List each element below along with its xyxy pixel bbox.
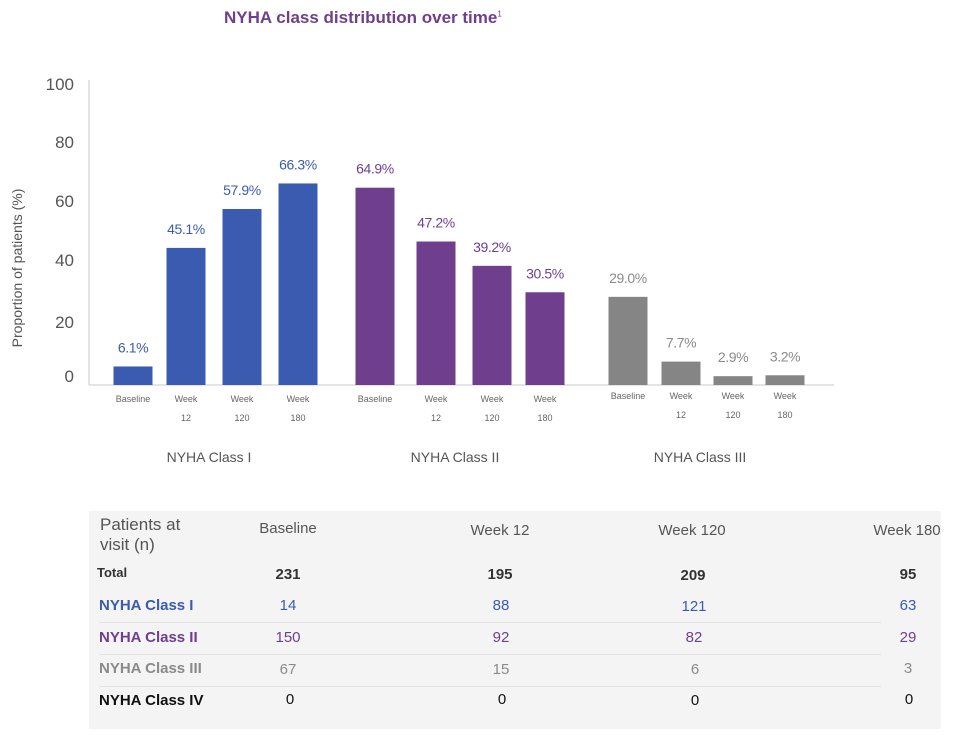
table-col-week12: Week 12: [470, 522, 530, 539]
table-cell: 121: [681, 598, 707, 615]
table-cell: 6: [690, 661, 700, 678]
table-cell: 209: [680, 567, 706, 584]
y-tick-label: 80: [55, 133, 74, 152]
table-cell: 95: [899, 566, 917, 583]
x-tick-label-sub: 12: [181, 413, 191, 423]
table-col-week180: Week 180: [873, 522, 941, 539]
table-cell: 15: [492, 661, 510, 678]
x-tick-label: Week: [287, 394, 310, 404]
table-cell: 67: [279, 661, 297, 678]
row-label-total: Total: [97, 565, 128, 580]
y-tick-label: 40: [55, 251, 74, 270]
table-cell: 0: [285, 691, 295, 708]
group-label: NYHA Class III: [654, 449, 747, 465]
x-tick-label-sub: 12: [431, 413, 441, 423]
row-label-class-iii: NYHA Class III: [99, 660, 202, 677]
bar-value-label: 45.1%: [167, 221, 205, 237]
bar: [525, 292, 565, 385]
patients-table: Patients at visit (n) Baseline Week 12 W…: [89, 511, 941, 729]
x-tick-label-sub: 120: [234, 413, 249, 423]
table-cell: 29: [899, 629, 917, 646]
bar-value-label: 66.3%: [279, 156, 317, 172]
x-tick-label-sub: 180: [537, 413, 552, 423]
x-tick-label: Week: [774, 391, 797, 401]
chart-title: NYHA class distribution over time1: [224, 8, 502, 28]
bar-value-label: 57.9%: [223, 182, 261, 198]
row-label-class-iv: NYHA Class IV: [99, 692, 204, 709]
x-tick-label: Week: [722, 391, 745, 401]
bar: [661, 361, 701, 385]
table-cell: 88: [492, 597, 510, 614]
row-divider: [99, 686, 881, 687]
x-tick-label: Week: [175, 394, 198, 404]
x-tick-label-sub: 180: [777, 410, 792, 420]
table-cell: 231: [275, 566, 301, 583]
bar-value-label: 29.0%: [609, 270, 647, 286]
bar: [355, 187, 395, 385]
bar: [472, 265, 512, 385]
row-label-class-ii: NYHA Class II: [99, 629, 198, 646]
chart-title-text: NYHA class distribution over time: [224, 8, 498, 27]
x-tick-label: Baseline: [358, 394, 393, 404]
bar-value-label: 7.7%: [666, 335, 696, 351]
bar-value-label: 2.9%: [718, 349, 748, 365]
x-tick-label: Baseline: [611, 391, 646, 401]
bar: [166, 247, 206, 385]
bar: [416, 241, 456, 385]
row-divider: [99, 654, 881, 655]
bar: [713, 376, 753, 385]
x-tick-label-sub: 12: [676, 410, 686, 420]
table-cell: 92: [492, 629, 510, 646]
bar-value-label: 30.5%: [526, 265, 564, 281]
bar: [765, 375, 805, 385]
bar: [608, 296, 648, 385]
table-cell: 195: [487, 566, 513, 583]
table-cell: 0: [904, 691, 914, 708]
table-header-label: Patients at visit (n): [100, 515, 181, 554]
row-divider: [99, 622, 881, 623]
group-label: NYHA Class I: [167, 449, 252, 465]
bar-value-label: 39.2%: [473, 239, 511, 255]
table-cell: 150: [275, 629, 301, 646]
x-tick-label: Week: [534, 394, 557, 404]
bar-value-label: 6.1%: [118, 339, 148, 355]
row-label-class-i: NYHA Class I: [99, 597, 194, 614]
x-tick-label: Week: [481, 394, 504, 404]
x-tick-label: Week: [425, 394, 448, 404]
table-cell: 0: [497, 691, 507, 708]
group-label: NYHA Class II: [411, 449, 500, 465]
table-col-week120: Week 120: [658, 522, 726, 539]
bar: [278, 183, 318, 385]
x-tick-label: Week: [670, 391, 693, 401]
bar-value-label: 64.9%: [356, 161, 394, 177]
bar-chart: 0 20 40 60 80 100 Proportion of patients (%) 6.…: [9, 75, 834, 465]
y-tick-label: 0: [65, 367, 74, 386]
bar: [113, 366, 153, 385]
y-tick-label: 60: [55, 192, 74, 211]
y-tick-label: 100: [46, 75, 74, 94]
table-col-baseline: Baseline: [259, 520, 317, 537]
table-cell: 82: [685, 629, 703, 646]
y-axis-label: Proportion of patients (%): [9, 189, 25, 348]
x-tick-label-sub: 180: [290, 413, 305, 423]
x-tick-label: Baseline: [116, 394, 151, 404]
x-tick-label-sub: 120: [484, 413, 499, 423]
table-cell: 63: [899, 597, 917, 614]
bar-value-label: 47.2%: [417, 215, 455, 231]
table-cell: 14: [279, 597, 297, 614]
table-cell: 0: [690, 692, 700, 709]
x-tick-label: Week: [231, 394, 254, 404]
bar: [222, 208, 262, 385]
table-cell: 3: [903, 660, 913, 677]
title-footnote-mark: 1: [497, 9, 502, 19]
bar-value-label: 3.2%: [770, 348, 800, 364]
x-tick-label-sub: 120: [725, 410, 740, 420]
y-tick-label: 20: [55, 313, 74, 332]
